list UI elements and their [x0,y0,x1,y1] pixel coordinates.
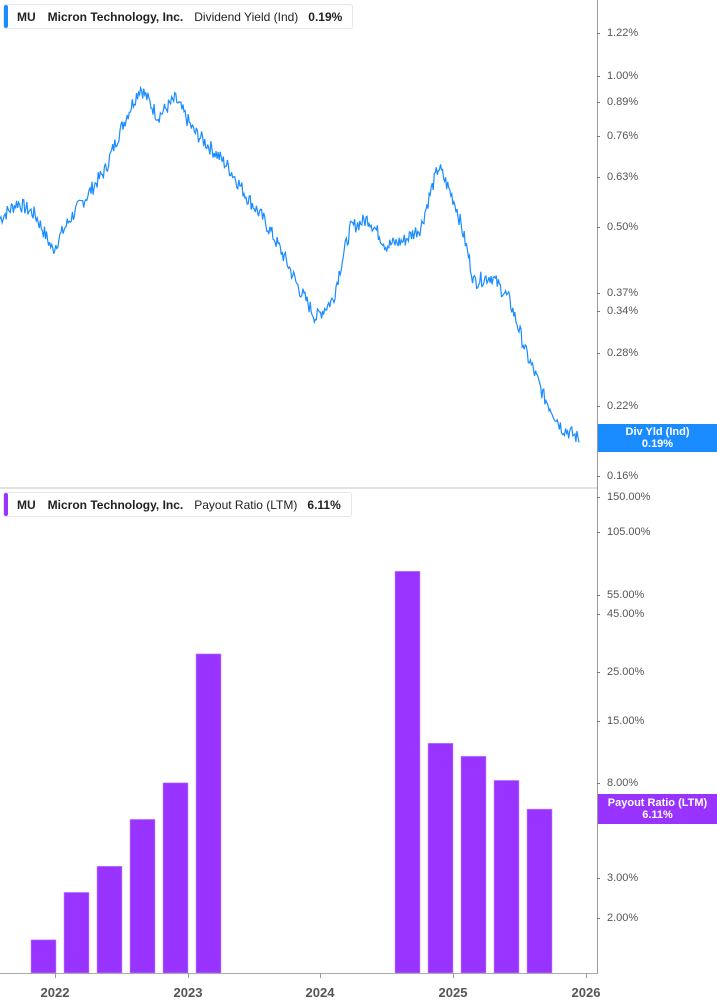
dividend-yield-legend[interactable]: MU Micron Technology, Inc. Dividend Yiel… [3,4,354,29]
y-tick-label: 105.00% [607,526,651,538]
y-tick-label: 0.34% [607,305,639,317]
y-tick-label: 1.22% [607,27,639,39]
payout-bar[interactable] [394,570,421,974]
y-tick-label: 1.00% [607,70,639,82]
y-tick-mark [597,878,600,879]
y-tick-label: 0.16% [607,470,639,482]
y-tick-mark [597,136,600,137]
x-tick-label: 2024 [305,985,335,1000]
legend-value: 0.19% [308,9,343,24]
legend-ticker: MU [17,497,36,512]
y-tick-label: 2.00% [607,912,639,924]
y-tick-label: 0.22% [607,400,639,412]
y-tick-label: 25.00% [607,666,645,678]
x-tick-mark [453,973,454,978]
payout-bar[interactable] [427,742,454,974]
y-tick-mark [597,353,600,354]
y-tick-label: 150.00% [607,491,651,503]
y-tick-mark [597,33,600,34]
flag-value: 6.11% [642,809,673,821]
legend-metric: Dividend Yield (Ind) [194,9,299,24]
x-tick-mark [320,973,321,978]
payout-bar[interactable] [195,653,222,974]
y-tick-mark [597,672,600,673]
y-tick-mark [597,532,600,533]
y-tick-mark [597,406,600,407]
y-tick-label: 15.00% [607,715,645,727]
payout-bar[interactable] [129,819,156,974]
x-tick-mark [188,973,189,978]
y-tick-label: 0.63% [607,171,639,183]
payout-bar[interactable] [460,755,487,974]
payout-ratio-legend[interactable]: MU Micron Technology, Inc. Payout Ratio … [3,492,352,517]
x-tick-mark [586,973,587,978]
x-tick-label: 2026 [571,985,601,1000]
y-tick-label: 8.00% [607,777,639,789]
legend-ticker: MU [17,9,36,24]
y-tick-mark [597,918,600,919]
flag-value: 0.19% [641,438,674,450]
payout-bar[interactable] [526,808,553,974]
x-tick-mark [55,973,56,978]
y-tick-mark [597,177,600,178]
y-tick-mark [597,76,600,77]
y-tick-mark [597,721,600,722]
y-tick-mark [597,783,600,784]
payout-bar[interactable] [96,865,123,974]
y-tick-label: 55.00% [607,589,645,601]
x-tick-label: 2023 [173,985,203,1000]
payout-ratio-bars [30,570,553,974]
dividend-yield-line [0,85,580,443]
y-tick-label: 0.50% [607,221,639,233]
y-tick-mark [597,293,600,294]
legend-value: 6.11% [307,497,341,512]
x-tick-label: 2025 [438,985,468,1000]
dividend-yield-price-flag: Div Yld (Ind) 0.19% [598,424,717,452]
y-tick-label: 3.00% [607,872,639,884]
series-color-swatch [4,493,8,516]
y-tick-mark [597,227,600,228]
y-axis-line [597,0,598,974]
payout-ratio-price-flag: Payout Ratio (LTM) 6.11% [598,794,717,824]
y-tick-label: 0.37% [607,287,639,299]
y-tick-mark [597,595,600,596]
x-axis-line [0,973,598,974]
series-color-swatch [4,5,8,28]
payout-bar[interactable] [30,939,57,974]
y-tick-label: 0.28% [607,347,639,359]
y-tick-mark [597,102,600,103]
y-tick-mark [597,476,600,477]
y-tick-mark [597,497,600,498]
flag-label: Payout Ratio (LTM) [607,797,708,809]
legend-company: Micron Technology, Inc. [47,9,184,24]
y-tick-label: 0.89% [607,96,639,108]
y-tick-label: 0.76% [607,130,639,142]
legend-company: Micron Technology, Inc. [47,497,184,512]
payout-bar[interactable] [162,782,189,974]
x-tick-label: 2022 [40,985,70,1000]
payout-bar[interactable] [493,780,520,974]
y-tick-label: 45.00% [607,608,645,620]
payout-bar[interactable] [63,892,90,974]
y-tick-mark [597,311,600,312]
y-tick-mark [597,614,600,615]
flag-label: Div Yld (Ind) [625,426,690,438]
panel-divider [0,487,597,489]
legend-metric: Payout Ratio (LTM) [194,497,298,512]
